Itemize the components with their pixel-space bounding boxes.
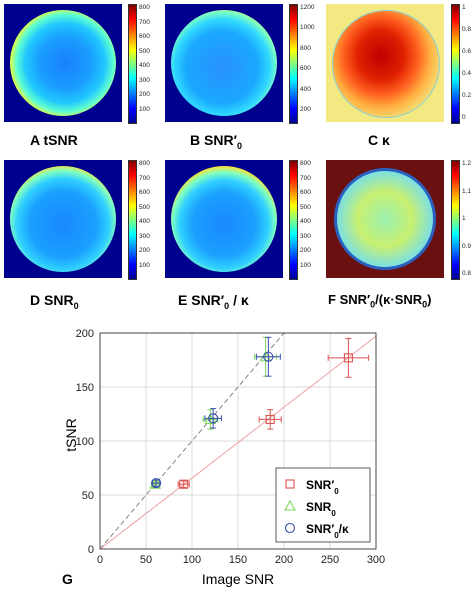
legend-label: SNR′0 — [306, 478, 339, 496]
colorbar-tick-label: 500 — [139, 47, 150, 55]
snr0-prime-over-kappa-map-image — [165, 160, 283, 278]
square-marker — [285, 479, 295, 489]
colorbar-tick-label: 800 — [139, 160, 150, 167]
x-tick-label: 50 — [140, 554, 152, 566]
colorbar-tick-label: 1 — [462, 4, 466, 11]
scatter-chart-g: 0 50 100 150 200 250 300 0 50 100 150 200 G Image S… — [62, 328, 386, 587]
colorbar-tick-label: 800 — [139, 4, 150, 11]
colorbar-tick-label: 300 — [139, 232, 150, 240]
kappa-map-image — [326, 4, 444, 122]
square-marker — [265, 414, 275, 424]
panel-e-label: E SNR′0 / κ — [178, 292, 249, 311]
y-tick-label: 200 — [76, 328, 94, 340]
colorbar-b — [289, 4, 298, 124]
colorbar-tick-label: 100 — [139, 262, 150, 269]
chart-axes: 0 50 100 150 200 250 300 0 50 100 150 200 — [76, 328, 386, 566]
colorbar-tick-label: 400 — [139, 218, 150, 226]
plot-frame — [99, 332, 377, 550]
colorbar-a — [128, 4, 137, 124]
triangle-marker — [284, 499, 296, 511]
legend-label: SNR0 — [306, 500, 336, 518]
y-tick-label: 0 — [88, 544, 94, 556]
tsnr-map-image — [4, 4, 122, 122]
colorbar-tick-label: 800 — [300, 44, 311, 52]
colorbar-tick-label: 500 — [300, 203, 311, 211]
kappa-ratio-map-image — [326, 160, 444, 278]
panel-b-label: B SNR′0 — [190, 132, 242, 151]
circle-marker — [208, 413, 219, 424]
colorbar-tick-label: 800 — [300, 160, 311, 167]
snr0-map-image — [4, 160, 122, 278]
colorbar-d — [128, 160, 137, 280]
chart-legend: SNR′0 SNR0 SNR′0/κ — [275, 467, 371, 543]
panel-f-label: F SNR′0/(κ·SNR0) — [328, 292, 432, 310]
colorbar-tick-label: 100 — [300, 262, 311, 269]
panel-d-label: D SNR0 — [30, 292, 79, 311]
colorbar-tick-label: 400 — [300, 85, 311, 93]
x-tick-label: 0 — [97, 554, 103, 566]
colorbar-tick-label: 200 — [139, 91, 150, 99]
colorbar-tick-label: 1 — [462, 215, 466, 222]
square-marker — [343, 353, 353, 363]
colorbar-tick-label: 700 — [300, 174, 311, 182]
colorbar-tick-label: 0.8 — [462, 270, 472, 277]
colorbar-tick-label: 200 — [300, 106, 311, 113]
colorbar-tick-label: 400 — [300, 218, 311, 226]
x-tick-label: 200 — [275, 554, 293, 566]
colorbar-tick-label: 0 — [462, 114, 466, 121]
panel-g-letter: G — [62, 571, 73, 587]
y-tick-label: 50 — [82, 490, 94, 502]
colorbar-tick-label: 700 — [139, 174, 150, 182]
colorbar-e — [289, 160, 298, 280]
circle-marker — [151, 478, 162, 489]
colorbar-tick-label: 600 — [139, 189, 150, 197]
colorbar-tick-label: 0.9 — [462, 242, 472, 250]
y-tick-label: 100 — [76, 436, 94, 448]
x-tick-label: 300 — [367, 554, 385, 566]
colorbar-tick-label: 0.6 — [462, 48, 472, 55]
x-tick-label: 150 — [229, 554, 247, 566]
colorbar-tick-label: 200 — [300, 247, 311, 255]
circle-marker — [284, 522, 296, 534]
snr0-prime-map-image — [165, 4, 283, 122]
colorbar-tick-label: 200 — [139, 247, 150, 255]
fit-lines — [99, 332, 377, 550]
colorbar-tick-label: 600 — [300, 65, 311, 73]
panel-c-label: C κ — [368, 132, 390, 148]
panel-a-label: A tSNR — [30, 132, 78, 148]
colorbar-c — [451, 4, 460, 124]
colorbar-tick-label: 1000 — [300, 24, 315, 32]
colorbar-tick-label: 0.2 — [462, 92, 472, 99]
legend-label: SNR′0/κ — [306, 522, 349, 540]
y-axis-label: tSNR — [63, 418, 79, 451]
colorbar-tick-label: 600 — [139, 33, 150, 41]
colorbar-tick-label: 1.2 — [462, 160, 472, 167]
identity-line — [99, 332, 285, 550]
colorbar-tick-label: 300 — [300, 232, 311, 240]
colorbar-tick-label: 1200 — [300, 4, 315, 11]
colorbar-tick-label: 500 — [139, 203, 150, 211]
colorbar-tick-label: 0.4 — [462, 70, 472, 77]
colorbar-tick-label: 700 — [139, 18, 150, 26]
y-tick-label: 150 — [76, 382, 94, 394]
square-marker — [179, 479, 189, 489]
colorbar-f — [451, 160, 460, 280]
fit-line — [99, 335, 377, 550]
colorbar-tick-label: 1.1 — [462, 187, 472, 195]
colorbar-tick-label: 400 — [139, 62, 150, 70]
circle-marker — [263, 351, 274, 362]
x-tick-label: 100 — [183, 554, 201, 566]
data-points — [149, 336, 370, 489]
colorbar-tick-label: 300 — [139, 76, 150, 84]
colorbar-tick-label: 100 — [139, 106, 150, 113]
colorbar-tick-label: 600 — [300, 189, 311, 197]
x-axis-label: Image SNR — [202, 571, 274, 587]
x-tick-label: 250 — [321, 554, 339, 566]
colorbar-tick-label: 0.8 — [462, 26, 472, 33]
